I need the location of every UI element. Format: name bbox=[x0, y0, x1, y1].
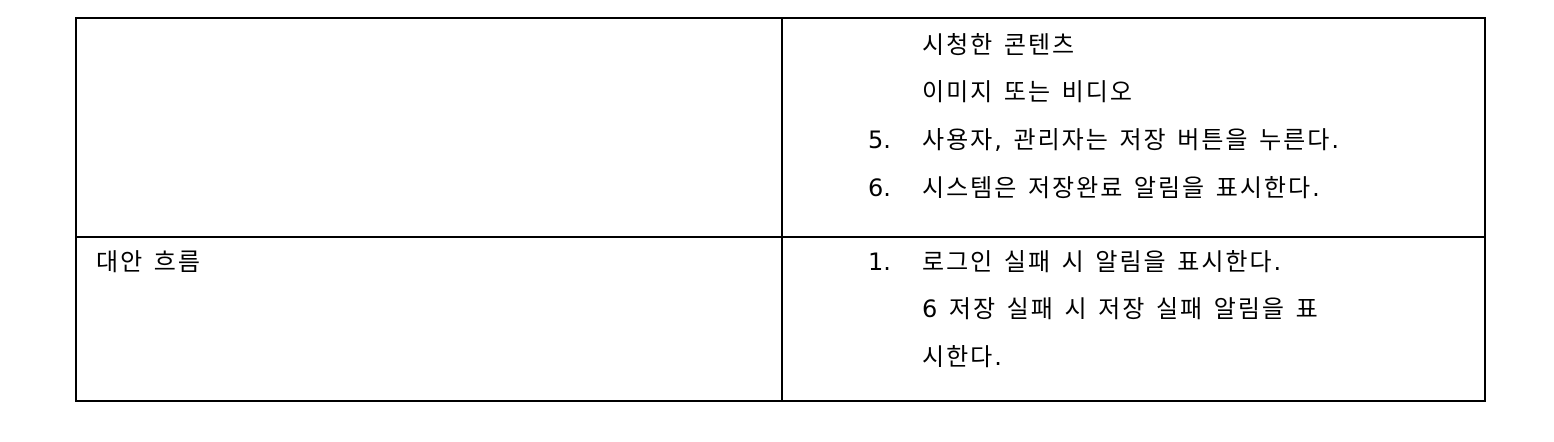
line-text: 로그인 실패 시 알림을 표시한다. bbox=[922, 248, 1284, 276]
line-text: 사용자, 관리자는 저장 버튼을 누른다. bbox=[922, 126, 1341, 154]
content-line: 이미지 또는 비디오 bbox=[922, 71, 1134, 113]
line-text: 시청한 콘텐츠 bbox=[922, 31, 1077, 59]
numbered-step: 1. 로그인 실패 시 알림을 표시한다. bbox=[868, 241, 1283, 283]
table-row: 대안 흐름 1. 로그인 실패 시 알림을 표시한다. 6 저장 실패 시 저장 … bbox=[77, 238, 1484, 400]
line-text: 이미지 또는 비디오 bbox=[922, 78, 1134, 106]
table-row: 시청한 콘텐츠 이미지 또는 비디오 5. 사용자, 관리자는 저장 버튼을 누른… bbox=[77, 19, 1484, 238]
content-line: 시한다. bbox=[922, 336, 1004, 378]
row-content-cell: 1. 로그인 실패 시 알림을 표시한다. 6 저장 실패 시 저장 실패 알림을… bbox=[783, 238, 1484, 400]
content-line: 6 저장 실패 시 저장 실패 알림을 표 bbox=[922, 288, 1320, 330]
row-label-cell: 대안 흐름 bbox=[77, 238, 781, 400]
step-number: 5. bbox=[868, 126, 891, 154]
row-label: 대안 흐름 bbox=[96, 248, 202, 276]
row-content-cell: 시청한 콘텐츠 이미지 또는 비디오 5. 사용자, 관리자는 저장 버튼을 누른… bbox=[783, 19, 1484, 236]
line-text: 시스템은 저장완료 알림을 표시한다. bbox=[922, 174, 1322, 202]
column-divider bbox=[781, 19, 783, 236]
numbered-step: 6. 시스템은 저장완료 알림을 표시한다. bbox=[868, 167, 1322, 209]
line-text: 6 저장 실패 시 저장 실패 알림을 표 bbox=[922, 295, 1320, 323]
column-divider bbox=[781, 238, 783, 400]
use-case-table: 시청한 콘텐츠 이미지 또는 비디오 5. 사용자, 관리자는 저장 버튼을 누른… bbox=[75, 17, 1486, 402]
numbered-step: 5. 사용자, 관리자는 저장 버튼을 누른다. bbox=[868, 119, 1341, 161]
content-line: 시청한 콘텐츠 bbox=[922, 24, 1076, 66]
row-label-cell bbox=[77, 19, 781, 236]
line-text: 시한다. bbox=[922, 343, 1004, 371]
step-number: 1. bbox=[868, 248, 891, 276]
step-number: 6. bbox=[868, 174, 891, 202]
